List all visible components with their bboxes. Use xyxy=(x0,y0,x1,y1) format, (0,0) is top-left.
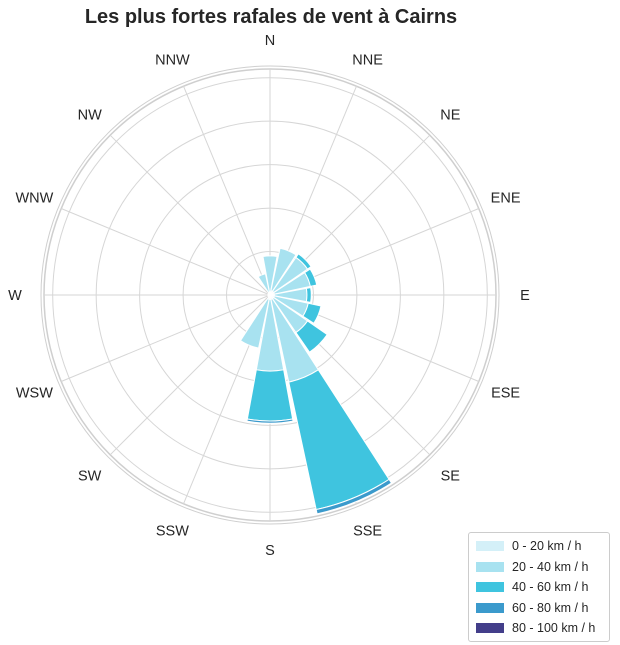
direction-label: SSW xyxy=(156,524,189,540)
angular-gridline xyxy=(183,86,271,296)
angular-gridline xyxy=(109,134,271,296)
direction-label: NE xyxy=(440,108,460,124)
direction-label: WSW xyxy=(16,386,53,402)
direction-label: SW xyxy=(78,468,102,484)
legend-entry: 60 - 80 km / h xyxy=(469,598,609,619)
legend-label: 60 - 80 km / h xyxy=(512,600,589,615)
wind-bar-segment xyxy=(246,418,294,424)
wind-bar-segment xyxy=(239,297,270,349)
direction-label: NW xyxy=(78,108,102,124)
legend-label: 40 - 60 km / h xyxy=(512,580,589,595)
direction-label: ESE xyxy=(491,386,520,402)
legend-entry: 0 - 20 km / h xyxy=(469,536,609,557)
direction-label: ENE xyxy=(491,190,521,206)
direction-label: WNW xyxy=(15,190,53,206)
direction-label: SE xyxy=(441,468,461,484)
direction-label: SSE xyxy=(353,524,382,540)
legend-swatch xyxy=(476,602,504,613)
direction-label: W xyxy=(8,288,22,304)
legend-entry: 40 - 60 km / h xyxy=(469,577,609,598)
wind-bar-segment xyxy=(305,287,312,303)
legend-label: 20 - 40 km / h xyxy=(512,559,589,574)
wind-bar-segment xyxy=(303,268,318,287)
direction-label: N xyxy=(265,33,275,49)
legend-swatch xyxy=(476,561,504,572)
legend-swatch xyxy=(476,541,504,552)
angular-gridline xyxy=(61,294,271,382)
legend-label: 0 - 20 km / h xyxy=(512,539,582,554)
wind-bar-segment xyxy=(295,253,312,270)
outer-frame xyxy=(40,65,500,525)
chart-title: Les plus fortes rafales de vent à Cairns xyxy=(84,6,458,28)
legend: 0 - 20 km / h 20 - 40 km / h 40 - 60 km / … xyxy=(468,532,610,642)
legend-label: 80 - 100 km / h xyxy=(512,621,596,636)
wind-bar-segment xyxy=(315,478,393,515)
wind-bar-segment xyxy=(270,247,297,293)
direction-label: NNW xyxy=(155,52,190,68)
wind-bar-segment xyxy=(295,320,328,353)
legend-entry: 80 - 100 km / h xyxy=(469,618,609,639)
wind-bar-segment xyxy=(257,273,271,294)
legend-swatch xyxy=(476,582,504,593)
legend-swatch xyxy=(476,623,504,634)
direction-label: NNE xyxy=(352,52,383,68)
angular-gridline xyxy=(109,294,271,456)
wind-bar-segment xyxy=(302,302,322,324)
direction-label: S xyxy=(265,543,275,559)
wind-bar-segment xyxy=(246,369,294,422)
wind-bars xyxy=(239,247,393,515)
angular-gridline xyxy=(61,208,271,296)
direction-labels: N NNE NE ENE E ESE SE SSE S SSW SW WSW W WNW NW NNW xyxy=(8,33,530,559)
direction-label: E xyxy=(520,288,530,304)
legend-entry: 20 - 40 km / h xyxy=(469,557,609,578)
